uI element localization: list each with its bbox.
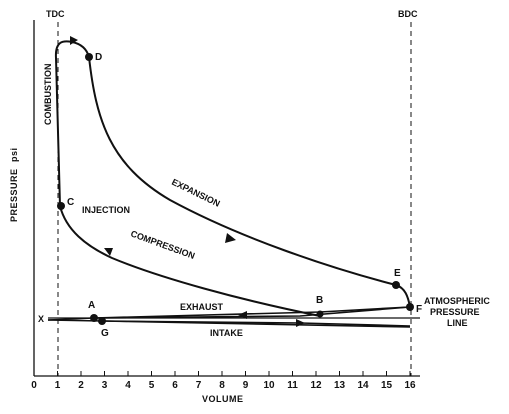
point-a-marker — [90, 314, 98, 322]
point-b-marker — [316, 310, 324, 318]
x-tick-label: 8 — [219, 380, 225, 391]
x-tick-label: 11 — [287, 380, 298, 391]
atmospheric-label-line3: LINE — [447, 318, 468, 328]
expansion-arrow — [225, 233, 236, 243]
x-tick-label: 6 — [172, 380, 178, 391]
atmospheric-label-line2: PRESSURE — [430, 307, 480, 317]
x-tick-label: 12 — [310, 380, 322, 391]
intake-arrow — [296, 319, 305, 327]
compression-label: COMPRESSION — [129, 228, 196, 260]
exhaust-line — [47, 306, 411, 321]
x-tick-label: 13 — [334, 380, 346, 391]
combustion-expansion-curve — [54, 40, 411, 308]
combustion-label: COMBUSTION — [43, 64, 53, 126]
exhaust-label: EXHAUST — [180, 302, 224, 312]
intake-label: INTAKE — [210, 328, 243, 338]
x-tick-label: 16 — [404, 380, 416, 391]
point-a-label: A — [88, 300, 95, 311]
exhaust-arrow — [238, 311, 247, 319]
y-axis-title-text: PRESSURE — [9, 168, 19, 222]
point-d-label: D — [95, 52, 102, 63]
x-tick-label: 14 — [357, 380, 369, 391]
point-e-label: E — [394, 268, 401, 279]
x-tick-label: 10 — [263, 380, 275, 391]
injection-label: INJECTION — [82, 205, 130, 215]
bdc-label: BDC — [398, 9, 418, 19]
x-tick-label: 2 — [78, 380, 84, 391]
compression-arrow — [104, 248, 113, 256]
exhaust-blow-line — [93, 306, 411, 319]
intake-line — [47, 319, 411, 327]
point-g-label: G — [101, 328, 109, 339]
tdc-label: TDC — [46, 9, 65, 19]
x-tick-label: 5 — [149, 380, 155, 391]
x-tick-label: 1 — [55, 380, 61, 391]
intake-lower-line — [101, 320, 411, 328]
x-axis-title: VOLUME — [202, 394, 244, 404]
x-tick-label: 15 — [381, 380, 393, 391]
compression-curve — [59, 205, 321, 317]
point-e-marker — [392, 281, 400, 289]
x-tick-label: 0 — [31, 380, 37, 391]
x-tick-label: 3 — [102, 380, 108, 391]
atmospheric-label-line1: ATMOSPHERIC — [424, 296, 490, 306]
point-f-marker — [406, 303, 414, 311]
point-c-marker — [57, 202, 65, 210]
y-axis-title: PRESSURE psi — [9, 147, 19, 222]
point-d-marker — [85, 53, 93, 61]
x-tick-label: 4 — [125, 380, 131, 391]
x-axis-ticks: 0 1 2 3 4 5 6 7 8 9 10 11 12 13 14 15 16 — [31, 371, 416, 391]
point-b-label: B — [316, 295, 323, 306]
point-g-marker — [98, 317, 106, 325]
point-f-label: F — [416, 304, 422, 315]
y-axis-unit: psi — [9, 147, 19, 162]
x-tick-label: 9 — [243, 380, 249, 391]
x-marker-label: X — [38, 314, 44, 324]
combustion-arrow — [70, 36, 78, 45]
point-c-label: C — [67, 197, 74, 208]
x-tick-label: 7 — [196, 380, 202, 391]
